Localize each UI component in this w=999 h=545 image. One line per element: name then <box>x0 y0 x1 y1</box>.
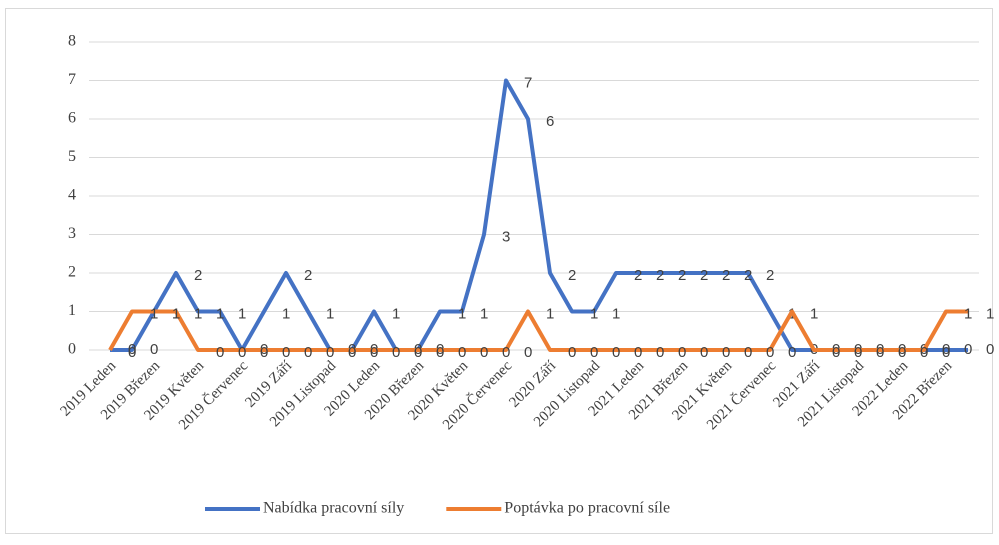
data-label: 1 <box>612 305 620 322</box>
data-label: 0 <box>260 344 268 361</box>
data-label: 0 <box>942 344 950 361</box>
data-label: 1 <box>810 305 818 322</box>
data-label: 1 <box>326 305 334 322</box>
data-label: 0 <box>634 344 642 361</box>
y-tick-label: 1 <box>68 302 76 319</box>
data-label: 0 <box>436 344 444 361</box>
data-label: 0 <box>722 344 730 361</box>
data-label: 0 <box>656 344 664 361</box>
data-label: 0 <box>612 344 620 361</box>
y-tick-label: 0 <box>68 341 76 358</box>
data-label: 0 <box>458 344 466 361</box>
data-label: 1 <box>238 305 246 322</box>
data-label: 0 <box>678 344 686 361</box>
data-label: 1 <box>480 305 488 322</box>
data-label: 2 <box>656 267 664 284</box>
data-label: 1 <box>392 305 400 322</box>
data-label: 1 <box>590 305 598 322</box>
data-label: 2 <box>678 267 686 284</box>
data-label: 1 <box>150 305 158 322</box>
data-label: 0 <box>788 344 796 361</box>
data-label: 0 <box>964 341 972 358</box>
y-tick-label: 7 <box>68 71 76 88</box>
data-label: 6 <box>546 113 554 130</box>
y-tick-label: 2 <box>68 264 76 281</box>
data-label: 0 <box>128 344 136 361</box>
data-label: 1 <box>458 305 466 322</box>
y-tick-label: 5 <box>68 148 76 165</box>
data-label: 0 <box>568 344 576 361</box>
data-label: 2 <box>766 267 774 284</box>
data-label: 1 <box>216 305 224 322</box>
data-label: 0 <box>480 344 488 361</box>
legend-label: Poptávka po pracovní síle <box>504 500 670 517</box>
data-label: 0 <box>898 344 906 361</box>
data-label: 0 <box>854 344 862 361</box>
data-label: 0 <box>876 344 884 361</box>
series-line <box>108 309 968 352</box>
data-label: 0 <box>700 344 708 361</box>
data-label: 0 <box>986 341 994 358</box>
data-label: 0 <box>920 344 928 361</box>
data-label: 0 <box>282 344 290 361</box>
data-label: 2 <box>304 267 312 284</box>
data-label: 0 <box>744 344 752 361</box>
data-label: 0 <box>326 344 334 361</box>
data-label: 2 <box>700 267 708 284</box>
chart-border <box>5 8 993 534</box>
data-label: 0 <box>348 344 356 361</box>
data-label: 0 <box>128 341 136 358</box>
data-label: 0 <box>524 344 532 361</box>
data-label: 0 <box>392 344 400 361</box>
data-label: 1 <box>172 305 180 322</box>
data-label: 0 <box>150 341 158 358</box>
data-label: 1 <box>282 305 290 322</box>
y-tick-label: 3 <box>68 225 76 242</box>
data-label: 2 <box>568 267 576 284</box>
data-label: 0 <box>238 344 246 361</box>
data-label: 2 <box>744 267 752 284</box>
data-label: 2 <box>634 267 642 284</box>
data-label: 1 <box>964 305 972 322</box>
data-label: 0 <box>832 344 840 361</box>
data-label: 0 <box>216 344 224 361</box>
y-tick-label: 8 <box>68 33 76 50</box>
data-label: 2 <box>194 267 202 284</box>
data-label: 2 <box>722 267 730 284</box>
data-label: 0 <box>942 341 950 358</box>
data-label: 7 <box>524 74 532 91</box>
data-label: 0 <box>766 344 774 361</box>
data-label: 1 <box>986 305 994 322</box>
data-label: 1 <box>194 305 202 322</box>
data-label: 0 <box>414 344 422 361</box>
legend-label: Nabídka pracovní síly <box>263 500 404 517</box>
data-label: 0 <box>370 344 378 361</box>
y-tick-label: 4 <box>68 187 76 204</box>
y-tick-label: 6 <box>68 110 76 127</box>
data-label: 1 <box>546 305 554 322</box>
data-label: 0 <box>502 344 510 361</box>
data-label: 0 <box>590 344 598 361</box>
data-label: 0 <box>304 344 312 361</box>
data-label: 3 <box>502 228 510 245</box>
